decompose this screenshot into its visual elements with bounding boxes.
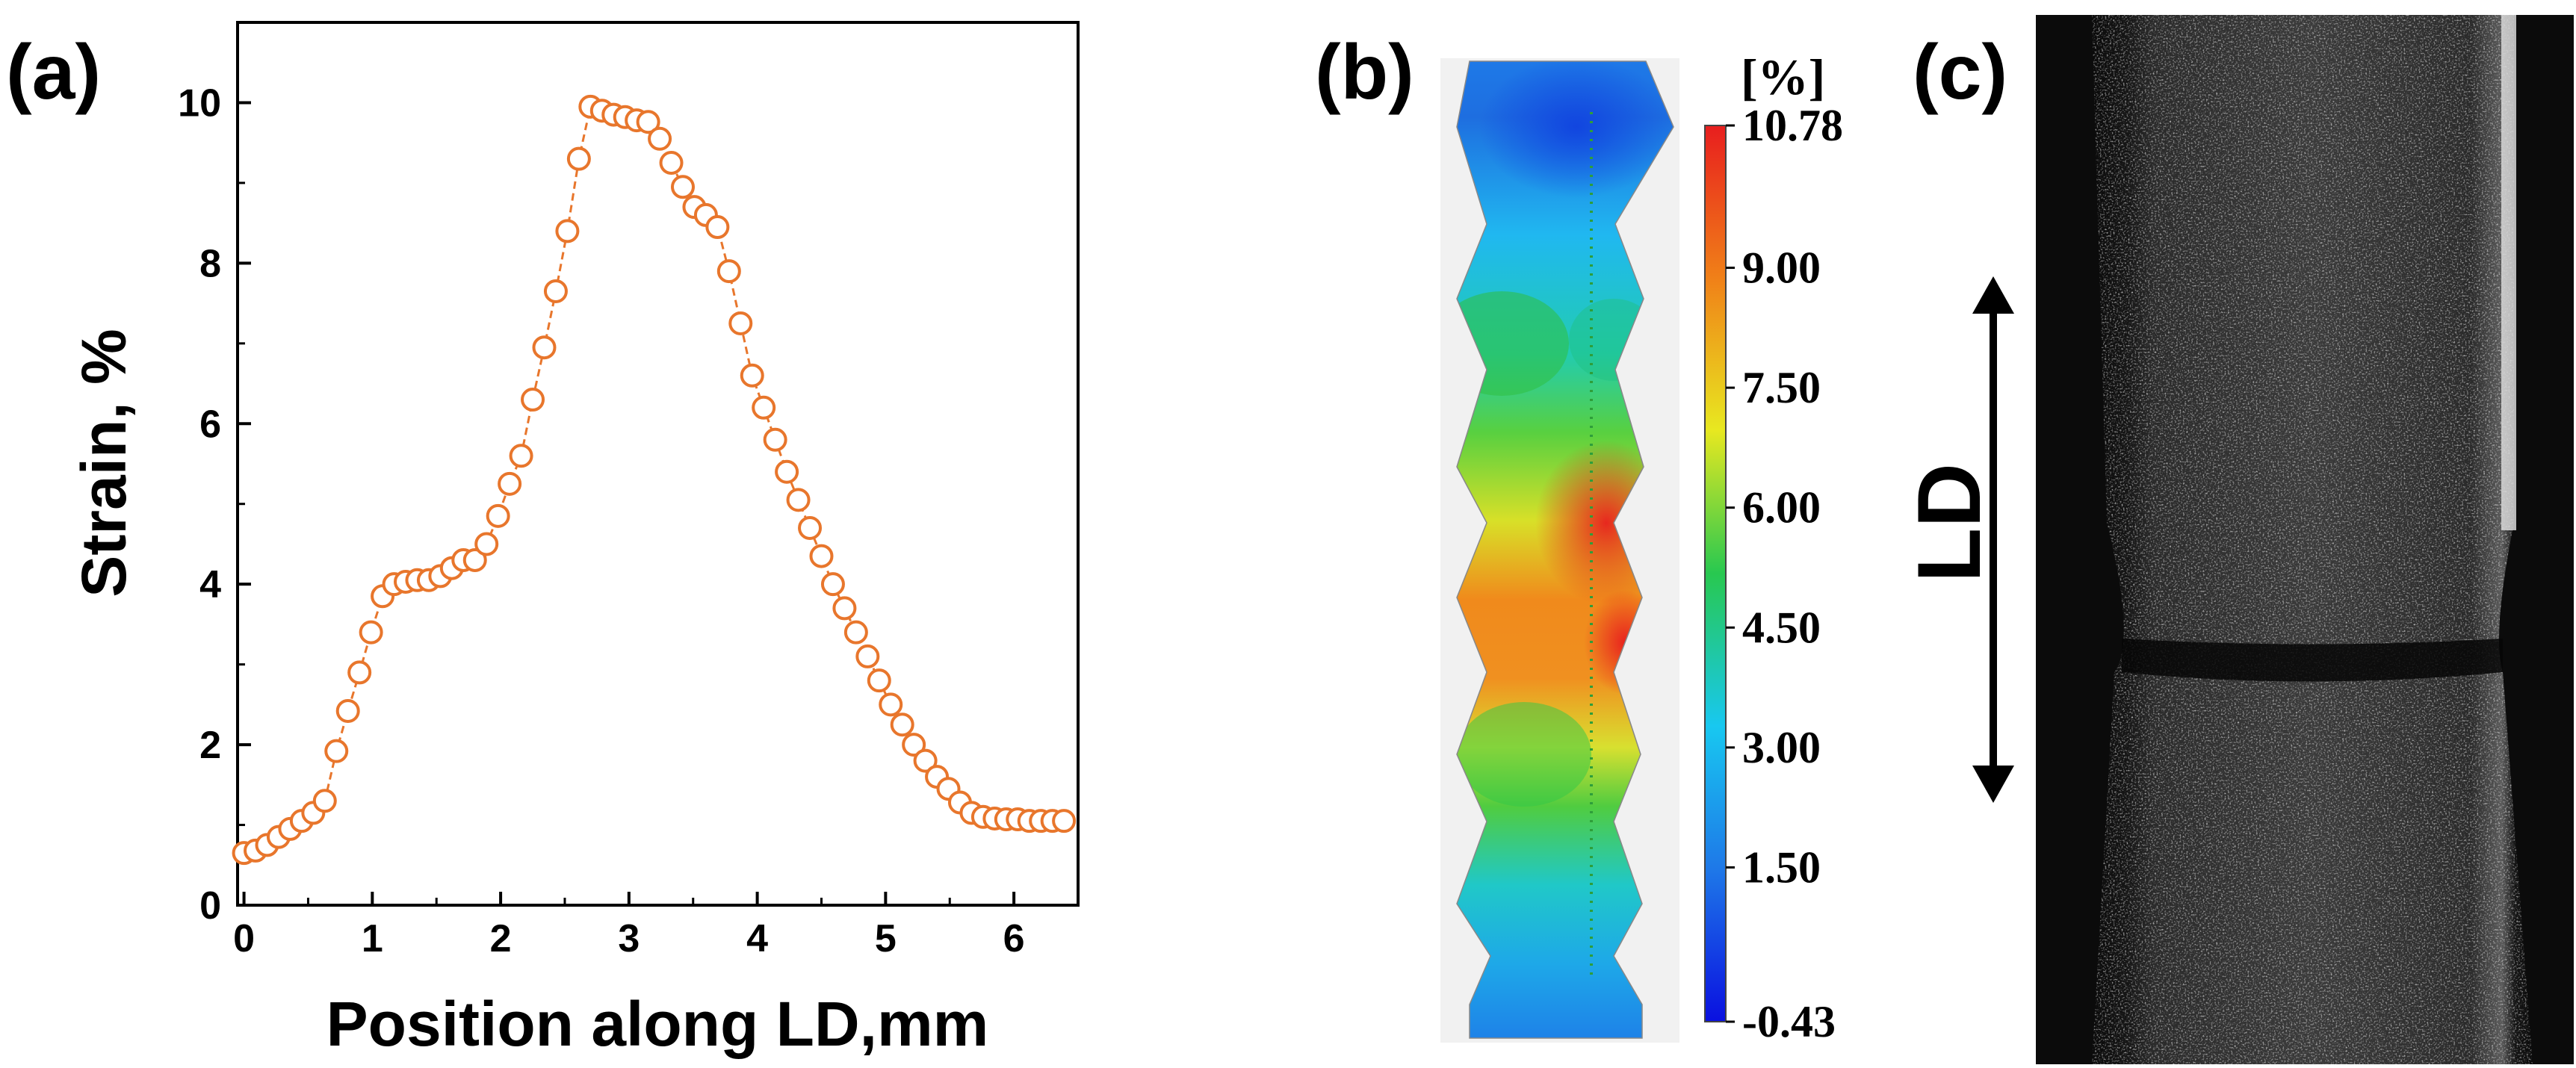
data-point [532,335,557,360]
ld-arrow [1972,276,2014,803]
panel-c-label: (c) [1913,29,2007,116]
y-tick-label: 2 [199,724,221,767]
panel-c: (c) LD [1899,15,2574,1064]
x-tick-label: 1 [362,917,383,960]
data-point [555,219,580,243]
colorbar [1704,125,1727,1022]
data-point [566,146,591,171]
data-point [1052,809,1077,833]
colorbar-tick-label: 4.50 [1742,603,1821,652]
data-point [798,515,823,540]
data-point [347,660,372,685]
data-point [786,488,811,512]
data-point [509,444,533,468]
data-point [716,259,741,284]
colorbar-ticks: 10.78 9.00 7.50 6.00 4.50 3.00 1.50 -0.43 [1726,101,1843,1046]
panel-b: (b) [%] 10.78 9.00 7.50 6.00 4.50 3.00 1.50 -0.… [1315,29,1843,1046]
data-point [498,471,522,496]
plot-frame [236,21,1080,907]
arrow-up-icon [1972,276,2014,314]
arrow-down-icon [1972,766,2014,803]
panel-a-label: (a) [6,29,101,116]
data-point [312,789,337,813]
colorbar-tick-label: 3.00 [1742,723,1821,772]
y-tick-label: 10 [178,81,221,125]
data-point [521,388,545,412]
data-point [843,620,868,645]
data-point [902,733,926,757]
data-point [775,459,799,484]
colorbar-tick-label: 10.78 [1742,101,1843,150]
x-tick-label: 6 [1003,917,1025,960]
specimen-outline [1456,60,1674,1039]
data-point [752,395,776,420]
y-tick-label: 8 [199,242,221,285]
data-point [659,151,684,176]
data-point [705,215,730,240]
x-tick-label: 0 [233,917,255,960]
colorbar-tick-label: 6.00 [1742,483,1821,533]
data-point [809,544,834,568]
series-line [244,105,1065,854]
data-point [648,126,672,151]
y-tick-label: 0 [199,884,221,928]
data-point [486,503,510,528]
data-point [763,427,787,452]
data-point [820,572,845,597]
data-point [740,363,764,388]
data-point [855,644,880,668]
data-point [636,110,660,134]
colorbar-unit: [%] [1741,49,1825,105]
axes: 0 1 2 3 4 5 6 0 2 4 6 8 10 [178,81,1024,960]
x-tick-label: 5 [875,917,897,960]
data-point [670,175,695,199]
x-axis-title: Position along LD,mm [326,989,989,1059]
panel-b-label: (b) [1315,29,1414,116]
colorbar-tick-label: -0.43 [1742,997,1836,1046]
colorbar-tick-label: 9.00 [1742,243,1821,293]
colorbar-tick-label: 1.50 [1742,842,1821,892]
x-tick-label: 4 [746,917,768,960]
data-point [462,547,487,572]
ld-label: LD [1899,463,1999,583]
y-axis-title: Strain, % [69,329,139,597]
y-tick-label: 4 [199,563,221,606]
y-tick-label: 6 [199,403,221,446]
data-point [474,532,499,556]
data-point [867,668,891,693]
data-point [890,712,914,737]
x-tick-label: 2 [490,917,512,960]
data-point [832,596,857,621]
x-tick-label: 3 [618,917,640,960]
data-point [324,739,349,763]
specimen-photo [2036,15,2574,1064]
strain-series [232,94,1077,866]
data-point [359,620,383,645]
data-point [913,748,938,773]
data-point [728,311,753,335]
data-point [543,279,568,303]
data-point [879,692,903,717]
colorbar-tick-label: 7.50 [1742,363,1821,412]
data-point [335,698,360,723]
